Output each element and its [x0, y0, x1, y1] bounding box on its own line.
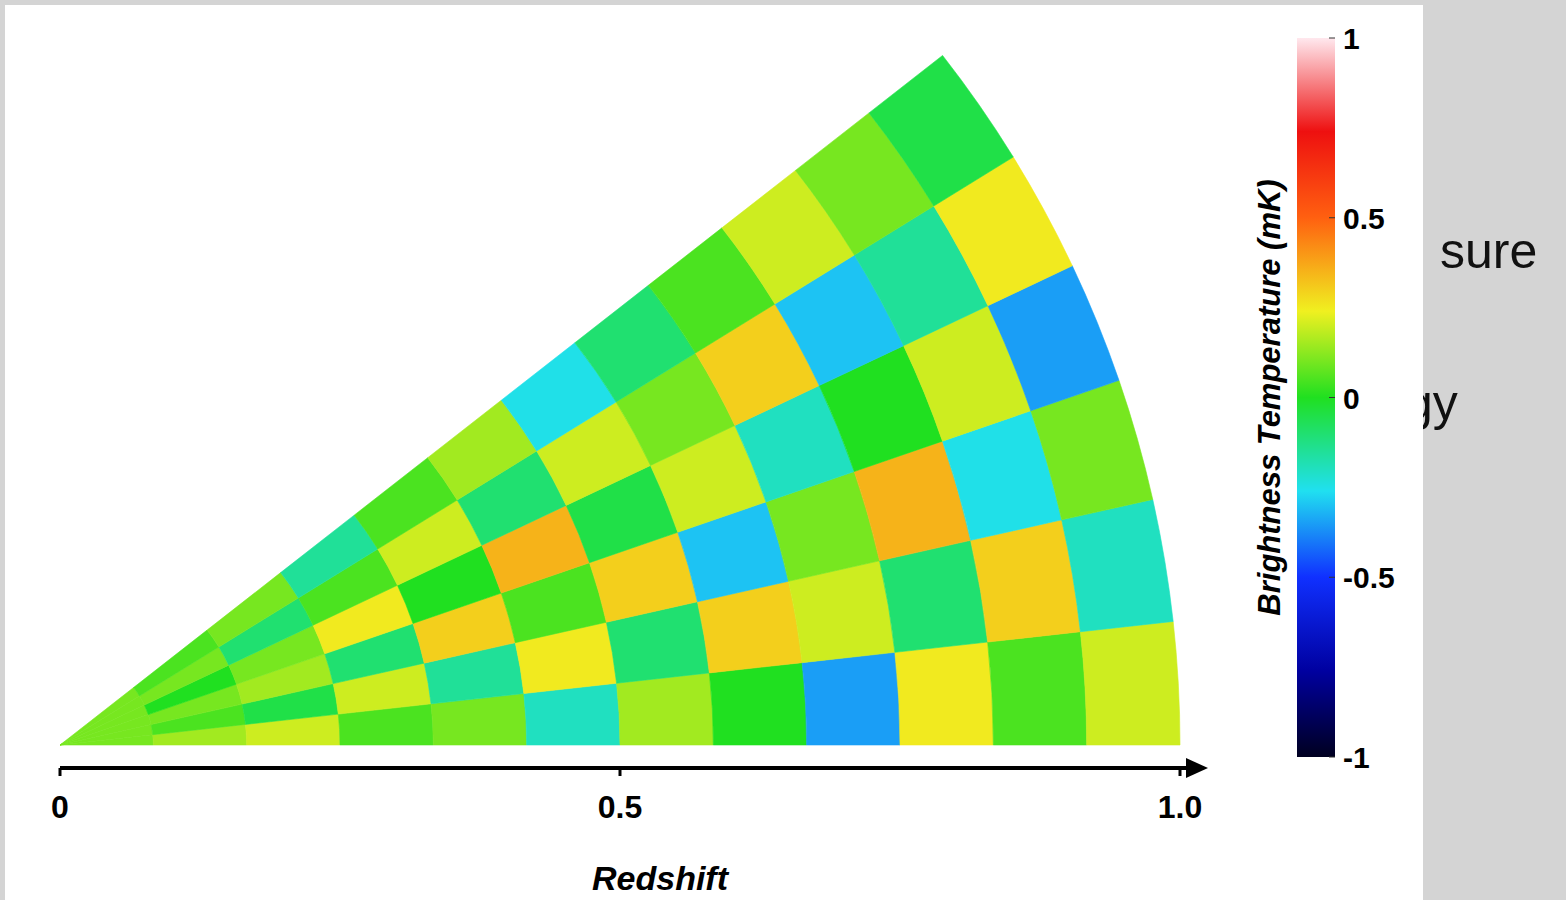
x-tick	[619, 768, 622, 776]
colorbar-tick	[1329, 577, 1335, 578]
canvas: suregy00.51.0Redshift10.50-0.5-1Brightne…	[0, 0, 1566, 900]
map-cell	[802, 652, 900, 745]
colorbar-tick-label: -0.5	[1343, 561, 1395, 594]
annotation: sure	[1440, 223, 1537, 279]
map-cell	[617, 673, 714, 745]
background	[0, 0, 1566, 900]
colorbar-tick	[1329, 757, 1335, 758]
axis-arrow	[1186, 758, 1208, 778]
map-cell	[1062, 499, 1173, 631]
colorbar	[1297, 38, 1335, 757]
colorbar-tick	[1329, 397, 1335, 398]
colorbar-tick	[1329, 217, 1335, 218]
map-cell	[207, 573, 298, 647]
x-axis	[60, 766, 1190, 770]
map-cell	[895, 642, 993, 745]
colorbar-title: Brightness Temperature (mK)	[1252, 179, 1287, 615]
x-tick-label: 0.5	[598, 789, 642, 825]
map-cell	[60, 696, 144, 745]
colorbar-tick-label: 0	[1343, 382, 1360, 415]
map	[60, 55, 1180, 745]
map-cell	[709, 663, 806, 745]
map-cell	[988, 632, 1087, 745]
x-axis-title: Redshift	[592, 859, 730, 897]
map-cell	[869, 55, 1013, 206]
x-tick	[59, 768, 62, 776]
map-cell	[1080, 621, 1180, 745]
map-cell	[134, 630, 219, 696]
colorbar-tick	[1329, 38, 1335, 39]
map-cell	[524, 683, 620, 745]
x-tick	[1179, 768, 1182, 776]
colorbar-tick-label: 1	[1343, 22, 1360, 55]
x-tick-label: 1.0	[1158, 789, 1202, 825]
x-tick-label: 0	[51, 789, 69, 825]
map-cell	[971, 520, 1081, 642]
colorbar-tick-label: -1	[1343, 741, 1370, 774]
map-cell	[60, 688, 139, 745]
panel	[5, 5, 1423, 900]
colorbar-tick-label: 0.5	[1343, 202, 1385, 235]
